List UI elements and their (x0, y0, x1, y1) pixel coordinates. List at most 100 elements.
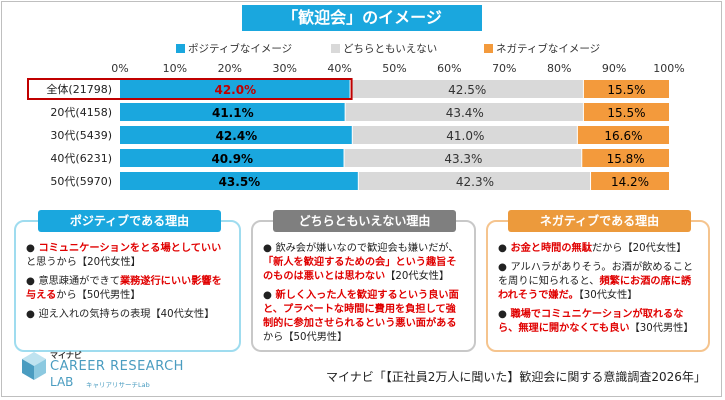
reason-text: と思うから【20代女性】 (26, 257, 141, 268)
data-label-neutral: 43.3% (444, 152, 482, 166)
bar-neutral (344, 149, 582, 167)
category-label: 40代(6231) (50, 152, 112, 165)
logo-name: CAREER RESEARCH (50, 359, 184, 374)
reason-text: 意思疎通ができて (38, 276, 120, 287)
bullet: ● (263, 290, 276, 301)
legend-label-positive: ポジティブなイメージ (188, 43, 293, 55)
data-label-negative: 16.6% (604, 129, 642, 143)
reason-item: ● コミュニケーションをとる場としていいと思うから【20代女性】 (26, 242, 231, 270)
bar-neutral (352, 126, 577, 144)
reason-text: だから【20代女性】 (591, 243, 687, 254)
reason-emphasis-text: 「新人を歓迎するための会」という趣旨そのものは悪いとは思わない (263, 257, 457, 282)
x-tick-label: 20% (218, 62, 242, 75)
legend-item-neutral: どちらともいえない (331, 41, 437, 56)
reason-item: ● お金と時間の無駄だから【20代女性】 (498, 242, 700, 256)
legend-swatch-neutral (331, 44, 340, 53)
data-label-neutral: 41.0% (446, 129, 484, 143)
reason-item: ● アルハラがありそう。お酒が飲めることを周りに知られると、頻繁にお酒の席に誘わ… (498, 261, 700, 303)
bar-neutral (350, 80, 583, 98)
positive-reason-box: ポジティブである理由 ● コミュニケーションをとる場としていいと思うから【20代… (14, 210, 241, 352)
data-label-negative: 14.2% (611, 175, 649, 189)
bar-neutral (345, 103, 583, 121)
data-label-negative: 15.5% (607, 83, 645, 97)
reason-item: ● 意思疎通ができて業務遂行にいい影響を与えるから【50代男性】 (26, 275, 231, 303)
bar-negative (583, 80, 669, 98)
legend-item-positive: ポジティブなイメージ (176, 41, 292, 56)
bar-positive (120, 80, 350, 98)
negative-reason-list: ● お金と時間の無駄だから【20代女性】 ● アルハラがありそう。お酒が飲めること… (498, 242, 700, 341)
bullet: ● (263, 243, 276, 254)
reason-emphasis-text: 業務遂行にいい影響を与える (26, 276, 222, 301)
bullet: ● (498, 243, 511, 254)
data-label-negative: 15.5% (607, 106, 645, 120)
source-note: マイナビ「【正社員2万人に聞いた】歓迎会に関する意識調査2026年」 (326, 370, 706, 384)
neutral-reason-box: どちらともいえない理由 ● 飲み会が嫌いなので歓迎会も嫌いだが、「新人を歓迎する… (251, 210, 476, 352)
bar-negative (591, 172, 669, 190)
negative-reason-heading: ネガティブである理由 (508, 210, 691, 232)
reason-text: 飲み会が嫌いなので歓迎会も嫌いだが、 (275, 243, 459, 254)
x-tick-label: 70% (492, 62, 516, 75)
data-label-neutral: 43.4% (446, 106, 484, 120)
data-label-positive: 42.0% (214, 83, 256, 97)
bar-negative (583, 103, 669, 121)
negative-reason-box: ネガティブである理由 ● お金と時間の無駄だから【20代女性】 ● アルハラがあり… (486, 210, 710, 352)
data-label-positive: 41.1% (212, 106, 254, 120)
x-tick-label: 0% (111, 62, 128, 75)
x-tick-label: 90% (602, 62, 626, 75)
reason-text: から【50代男性】 (56, 290, 141, 301)
logo-sub: キャリアリサーチLab (86, 381, 150, 389)
bar-negative (577, 126, 669, 144)
bar-positive (120, 149, 344, 167)
reason-text: アルハラがありそう。お酒が飲めることを周りに知られると、 (498, 262, 694, 287)
highlight-frame (27, 78, 353, 100)
stacked-bar-chart: 0% 10% 20% 30% 40% 50% 60% 70% 80% 90% 100% 全体(2179… (27, 62, 685, 190)
bar-negative (582, 149, 669, 167)
category-label: 30代(5439) (50, 129, 112, 142)
bar-neutral (358, 172, 591, 190)
reason-text: 迎え入れの気持ちの表現【40代女性】 (38, 309, 215, 320)
positive-reason-list: ● コミュニケーションをとる場としていいと思うから【20代女性】 ● 意思疎通がで… (26, 242, 231, 327)
reason-text: 【30代女性】 (578, 290, 638, 301)
reason-item: ● 職場でコミュニケーションが取れるなら、無理に開かなくても良い【30代男性】 (498, 308, 700, 336)
legend-label-neutral: どちらともいえない (343, 43, 438, 55)
category-label: 全体(21798) (46, 82, 112, 96)
reason-emphasis-text: 新しく入った人を歓迎するという良い面と、プラベートな時間に費用を負担して強制的に… (263, 290, 459, 329)
legend-swatch-negative (484, 44, 493, 53)
cube-logo-icon (22, 352, 46, 380)
data-label-neutral: 42.5% (448, 83, 486, 97)
category-label: 50代(5970) (50, 175, 112, 188)
bullet: ● (498, 309, 511, 320)
x-tick-label: 10% (163, 62, 187, 75)
legend-item-negative: ネガティブなイメージ (484, 41, 600, 56)
category-label: 20代(4158) (50, 106, 112, 119)
reason-item: ● 新しく入った人を歓迎するという良い面と、プラベートな時間に費用を負担して強制… (263, 289, 466, 345)
logo-lab: LAB (50, 375, 74, 389)
x-tick-label: 60% (437, 62, 461, 75)
bullet: ● (498, 262, 511, 273)
x-tick-label: 30% (272, 62, 296, 75)
reason-text: 【20代女性】 (385, 271, 450, 282)
logo-brand: マイナビ (50, 351, 82, 360)
data-label-positive: 43.5% (219, 175, 261, 189)
x-tick-label: 50% (382, 62, 406, 75)
legend-swatch-positive (176, 44, 185, 53)
x-tick-label: 80% (547, 62, 571, 75)
reason-text: 【30代男性】 (629, 323, 694, 334)
bar-positive (120, 126, 352, 144)
reason-text: から【50代男性】 (263, 332, 348, 343)
positive-reason-heading: ポジティブである理由 (38, 210, 221, 232)
reason-item: ● 迎え入れの気持ちの表現【40代女性】 (26, 308, 231, 322)
x-tick-label: 100% (653, 62, 684, 75)
bullet: ● (26, 309, 39, 320)
legend-label-negative: ネガティブなイメージ (496, 43, 601, 55)
data-label-negative: 15.8% (607, 152, 645, 166)
bullet: ● (26, 276, 39, 287)
bullet: ● (26, 243, 39, 254)
data-label-positive: 40.9% (211, 152, 253, 166)
reason-emphasis-text: 職場でコミュニケーションが取れるなら、無理に開かなくても良い (498, 309, 684, 334)
neutral-reason-list: ● 飲み会が嫌いなので歓迎会も嫌いだが、「新人を歓迎するための会」という趣旨その… (263, 242, 466, 350)
data-label-neutral: 42.3% (456, 175, 494, 189)
bar-positive (120, 172, 358, 190)
reason-emphasis-text: お金と時間の無駄 (510, 243, 592, 254)
